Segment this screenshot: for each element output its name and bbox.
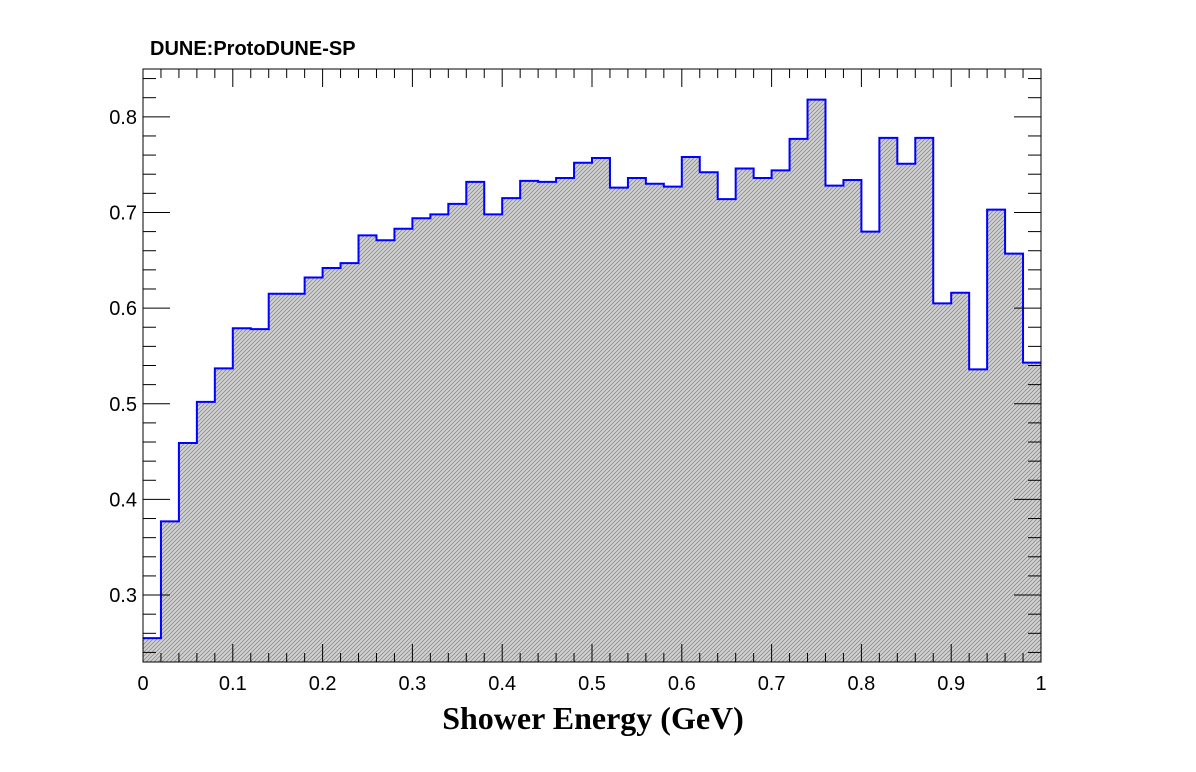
- histogram-bar: [484, 214, 503, 662]
- histogram-bar: [627, 178, 647, 663]
- histogram-bar: [645, 183, 665, 662]
- histogram-bar: [448, 203, 467, 662]
- histogram-bar: [933, 303, 952, 662]
- x-tick-label: 0.6: [668, 673, 696, 695]
- histogram-bar: [538, 181, 557, 662]
- histogram-bar: [358, 235, 377, 662]
- histogram-bar: [771, 170, 791, 663]
- y-tick-label: 0.6: [109, 298, 137, 320]
- histogram-bar: [376, 240, 395, 662]
- histogram-bar: [322, 267, 342, 662]
- y-tick-label: 0.7: [109, 202, 137, 224]
- histogram-bar: [250, 329, 270, 662]
- histogram-bar: [825, 185, 844, 662]
- histogram-bar: [789, 138, 809, 662]
- histogram-bar: [340, 263, 360, 662]
- histogram-bar: [394, 228, 413, 662]
- histogram-bar: [574, 162, 593, 663]
- plot-area: 0 0.1 0.2 0.3 0.4 0.5 0.6 0.7 0.8 0.9 1 0.3 0.4 0.5 0.…: [109, 68, 1047, 695]
- histogram-bar: [286, 293, 306, 662]
- histogram-bar: [430, 214, 449, 662]
- histogram-bar: [699, 172, 719, 663]
- histogram-bar: [268, 293, 288, 662]
- y-tick-label: 0.4: [109, 489, 137, 511]
- x-tick-label: 1: [1035, 673, 1046, 695]
- x-tick-label: 0.7: [758, 673, 786, 695]
- histogram-bar: [196, 401, 216, 662]
- histogram-bar: [663, 186, 683, 662]
- histogram-bar: [915, 137, 934, 663]
- histogram-bar: [160, 521, 180, 662]
- histogram-bar: [717, 199, 737, 662]
- histogram-bar: [143, 638, 162, 662]
- x-tick-label: 0.5: [578, 673, 606, 695]
- x-tick-label: 0.8: [847, 673, 875, 695]
- histogram-bar: [232, 328, 252, 662]
- histogram-bar: [879, 137, 898, 663]
- histogram-bar: [214, 368, 234, 662]
- histogram-bar: [592, 157, 611, 662]
- x-tick-label: 0.9: [937, 673, 965, 695]
- histogram-bar: [843, 179, 862, 663]
- y-tick-label: 0.5: [109, 394, 137, 416]
- histogram-bar: [556, 178, 575, 663]
- histogram-bar: [987, 209, 1006, 662]
- histogram-bar: [807, 99, 826, 663]
- histogram-bar: [304, 277, 324, 662]
- histogram-bar: [753, 178, 773, 663]
- x-axis-title: Shower Energy (GeV): [442, 700, 744, 736]
- y-tick-label: 0.8: [109, 107, 137, 129]
- y-tick-label: 0.3: [109, 585, 137, 607]
- histogram-bar: [861, 231, 880, 662]
- histogram-bar: [951, 292, 970, 662]
- x-tick-label: 0.4: [488, 673, 516, 695]
- x-tick-label: 0: [137, 673, 148, 695]
- histogram-bar: [520, 180, 539, 662]
- chart-title: DUNE:ProtoDUNE-SP: [150, 38, 356, 60]
- histogram-outline: [143, 98, 1041, 640]
- x-tick-label: 0.2: [309, 673, 337, 695]
- histogram-bar: [969, 369, 988, 662]
- histogram-bar: [897, 163, 916, 662]
- x-tick-label: 0.1: [219, 673, 247, 695]
- histogram-bar: [1023, 362, 1042, 662]
- histogram-bar: [466, 181, 485, 662]
- histogram-bar: [1005, 253, 1024, 662]
- histogram-bar: [681, 156, 701, 663]
- histogram-bar: [609, 187, 629, 662]
- x-tick-label: 0.3: [398, 673, 426, 695]
- histogram-bar: [412, 218, 431, 662]
- histogram-bar: [178, 442, 198, 662]
- histogram-bar: [502, 198, 521, 662]
- histogram-bar: [735, 168, 755, 663]
